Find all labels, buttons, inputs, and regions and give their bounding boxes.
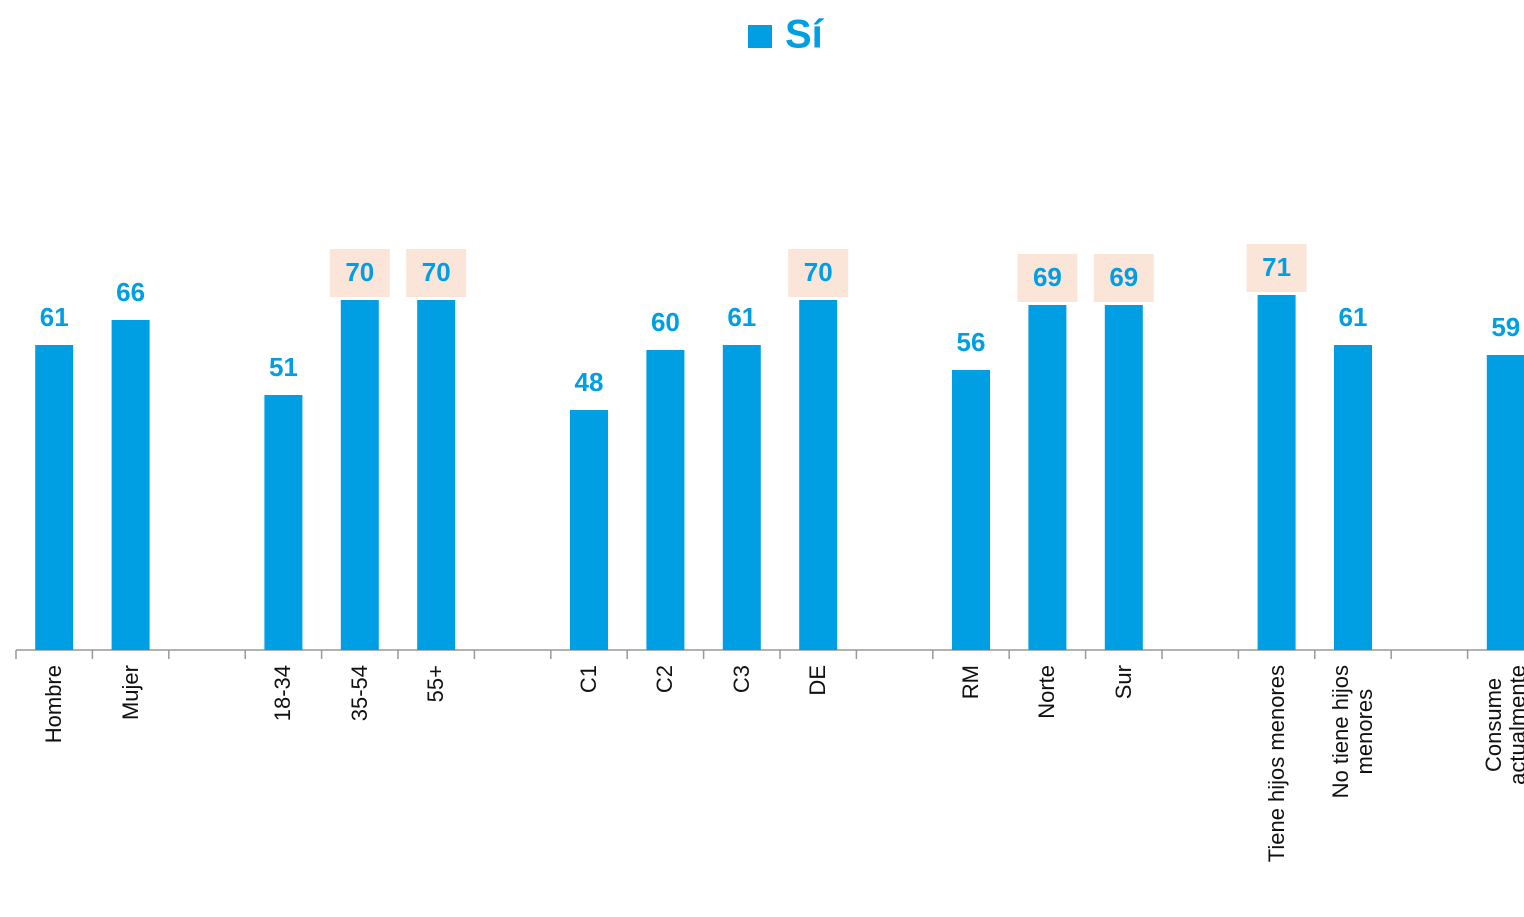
x-tick-label: 55+ — [423, 665, 449, 703]
bar — [417, 300, 456, 650]
x-tick-label: Tiene hijos menores — [1263, 665, 1289, 863]
data-label: 60 — [651, 307, 680, 337]
bar — [570, 410, 608, 650]
data-label: 70 — [804, 257, 833, 287]
x-tick-label: 18-34 — [270, 665, 296, 722]
data-label: 61 — [727, 302, 756, 332]
bar — [35, 345, 74, 650]
data-label: 61 — [1339, 302, 1368, 332]
bar — [799, 300, 838, 650]
data-label: 70 — [422, 257, 451, 287]
legend-swatch — [748, 25, 772, 48]
data-label: 66 — [116, 277, 145, 307]
data-label: 69 — [1109, 262, 1138, 292]
x-tick-label: Sur — [1110, 665, 1136, 700]
x-tick-label: 35-54 — [346, 665, 372, 722]
x-tick-label: C3 — [728, 665, 754, 694]
data-label: 69 — [1033, 262, 1062, 292]
x-tick-label: C1 — [576, 665, 601, 694]
x-tick-label: RM — [958, 665, 983, 700]
label-highlight — [788, 249, 849, 297]
bar — [1104, 305, 1143, 650]
label-highlight — [406, 249, 467, 297]
bar — [646, 350, 685, 650]
bar — [1028, 305, 1067, 650]
x-tick-label: No tiene hijos menores — [1328, 665, 1377, 799]
x-tick-label: Hombre — [41, 665, 67, 744]
x-tick-label: Mujer — [117, 665, 143, 721]
x-tick-label: Norte — [1034, 665, 1060, 719]
bar — [340, 300, 379, 650]
data-label: 56 — [957, 327, 986, 357]
label-highlight — [1093, 254, 1154, 302]
bar — [952, 370, 990, 650]
data-label: 70 — [345, 257, 374, 287]
bar — [111, 320, 150, 650]
label-highlight — [1017, 254, 1078, 302]
bar — [264, 395, 303, 650]
legend-label: Sí — [785, 13, 825, 57]
data-label: 71 — [1262, 252, 1291, 282]
data-label: 48 — [575, 367, 604, 397]
bar — [1486, 355, 1524, 650]
bar — [722, 345, 761, 650]
data-label: 51 — [269, 352, 298, 382]
label-highlight — [1246, 244, 1307, 292]
data-label: 61 — [40, 302, 69, 332]
bar — [1334, 345, 1372, 650]
x-tick-label: DE — [805, 665, 831, 696]
x-tick-label: C2 — [652, 665, 678, 694]
bar — [1257, 295, 1296, 650]
data-label: 59 — [1491, 312, 1520, 342]
label-highlight — [329, 249, 390, 297]
x-tick-label: Consume actualmente — [1480, 665, 1524, 785]
